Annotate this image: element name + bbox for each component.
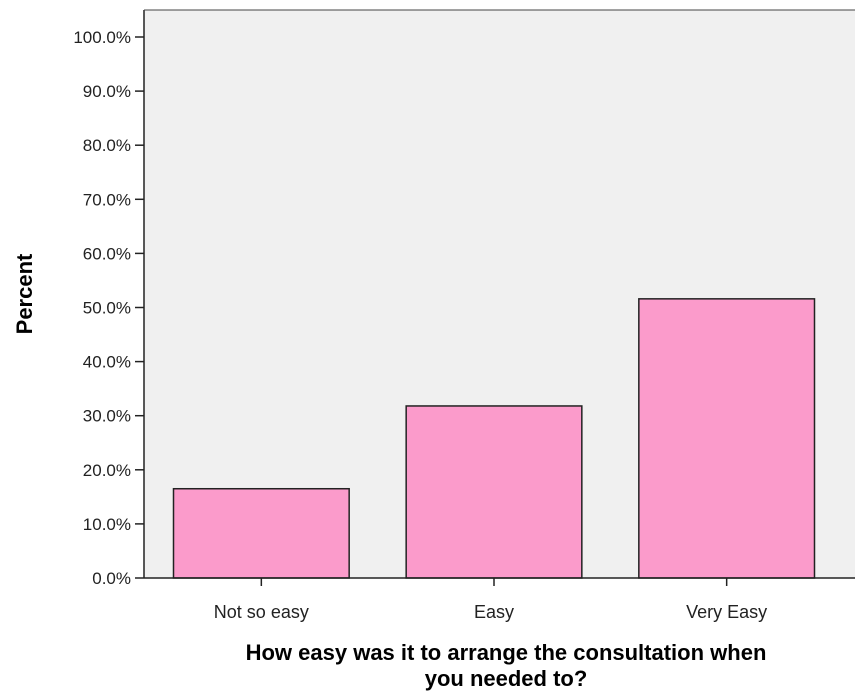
y-tick-label: 90.0% <box>83 82 131 101</box>
bar-easy <box>405 405 583 579</box>
y-tick-label: 10.0% <box>83 515 131 534</box>
x-axis-title-line-2: you needed to? <box>425 666 588 691</box>
y-tick-label: 0.0% <box>92 569 131 588</box>
x-axis-title-line-1: How easy was it to arrange the consultat… <box>246 640 767 665</box>
bar-very-easy <box>638 298 816 579</box>
y-axis-ticks: 0.0% 10.0% 20.0% 30.0% 40.0% 50.0% 60.0% 70.0% 8… <box>73 28 144 588</box>
y-tick-label: 20.0% <box>83 461 131 480</box>
x-tick-label: Easy <box>474 602 514 622</box>
x-tick-label: Very Easy <box>686 602 767 622</box>
y-tick-label: 50.0% <box>83 299 131 318</box>
bars-group <box>172 298 816 579</box>
y-tick-label: 60.0% <box>83 244 131 263</box>
y-tick-label: 40.0% <box>83 353 131 372</box>
y-tick-label: 30.0% <box>83 407 131 426</box>
y-tick-label: 80.0% <box>83 136 131 155</box>
x-tick-label: Not so easy <box>214 602 309 622</box>
y-axis-title: Percent <box>12 253 37 334</box>
x-axis-ticks: Not so easy Easy Very Easy <box>214 578 767 622</box>
y-tick-label: 70.0% <box>83 190 131 209</box>
y-tick-label: 100.0% <box>73 28 131 47</box>
bar-not-so-easy <box>172 487 350 579</box>
